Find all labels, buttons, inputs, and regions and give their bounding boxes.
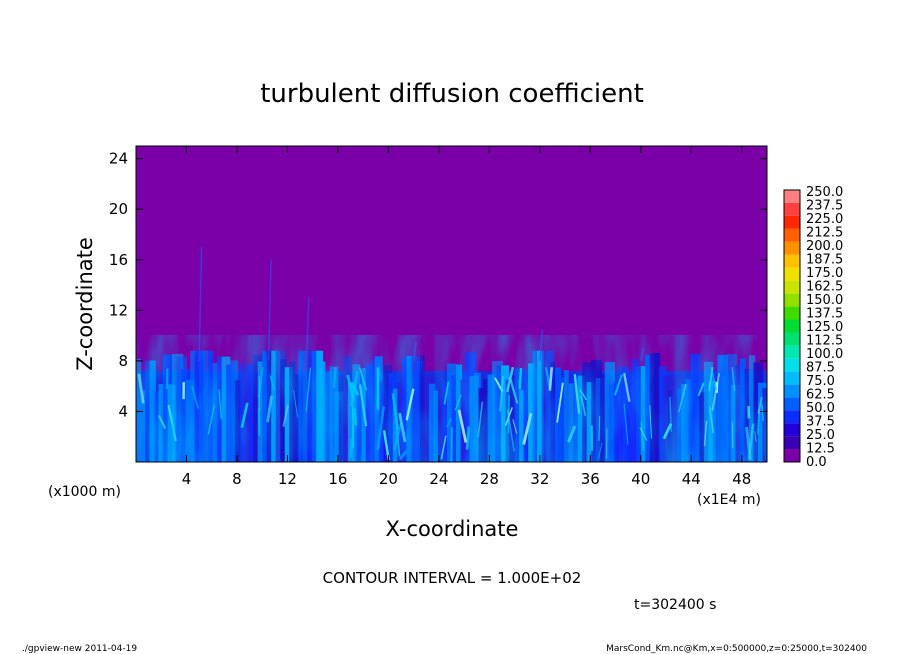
colorbar-label: 100.0 [806, 347, 843, 362]
colorbar-swatch [784, 358, 800, 372]
colorbar-swatch [784, 332, 800, 346]
colorbar-frame [783, 189, 801, 463]
colorbar-label: 175.0 [806, 266, 843, 281]
x-tick-label: 40 [631, 470, 650, 488]
colorbar-label: 237.5 [806, 199, 843, 214]
colorbar-swatch [784, 436, 800, 450]
colorbar-swatch [784, 423, 800, 437]
colorbar-label: 125.0 [806, 320, 843, 335]
x-tick-label: 36 [581, 470, 600, 488]
plot-frame [135, 145, 768, 463]
y-tick-label: 4 [118, 402, 128, 420]
x-axis-label: X-coordinate [386, 517, 519, 541]
colorbar-swatch [784, 280, 800, 294]
colorbar-label: 212.5 [806, 226, 843, 241]
colorbar-swatch [784, 319, 800, 333]
colorbar-swatch [784, 215, 800, 229]
colorbar-label: 75.0 [806, 374, 835, 389]
colorbar-label: 50.0 [806, 401, 835, 416]
colorbar-swatch [784, 228, 800, 242]
colorbar-label: 12.5 [806, 442, 835, 457]
colorbar-label: 225.0 [806, 212, 843, 227]
colorbar-label: 137.5 [806, 307, 843, 322]
colorbar-swatch [784, 410, 800, 424]
x-unit-left: (x1000 m) [48, 484, 121, 500]
x-tick-label: 24 [429, 470, 448, 488]
colorbar-swatch [784, 306, 800, 320]
heatmap-field [136, 146, 767, 462]
colorbar-label: 200.0 [806, 239, 843, 254]
colorbar-swatch [784, 267, 800, 281]
colorbar-label: 187.5 [806, 253, 843, 268]
footer-left: ./gpview-new 2011-04-19 [22, 644, 137, 654]
y-tick-label: 20 [109, 200, 128, 218]
colorbar-swatch [784, 202, 800, 216]
y-axis: 4 8 12 16 20 24 [109, 150, 767, 420]
colorbar-swatch [784, 293, 800, 307]
colorbar-swatch [784, 384, 800, 398]
colorbar: 0.012.525.037.550.062.575.087.5100.0112.… [783, 185, 843, 470]
colorbar-label: 162.5 [806, 280, 843, 295]
turbulence-texture [136, 335, 767, 462]
x-tick-label: 16 [328, 470, 347, 488]
x-tick-label: 20 [379, 470, 398, 488]
x-tick-label: 12 [278, 470, 297, 488]
x-tick-label: 48 [732, 470, 751, 488]
colorbar-label: 112.5 [806, 334, 843, 349]
colorbar-swatch [784, 190, 800, 203]
colorbar-swatch [784, 254, 800, 268]
colorbar-label: 62.5 [806, 388, 835, 403]
colorbar-swatch [784, 449, 800, 462]
x-tick-label: 32 [530, 470, 549, 488]
y-tick-label: 12 [109, 301, 128, 319]
x-tick-label: 4 [182, 470, 192, 488]
footer-right: MarsCond_Km.nc@Km,x=0:500000,z=0:25000,t… [606, 644, 867, 654]
colorbar-label: 87.5 [806, 361, 835, 376]
x-tick-label: 28 [480, 470, 499, 488]
x-unit-right: (x1E4 m) [697, 492, 761, 508]
y-tick-label: 24 [109, 150, 128, 168]
x-tick-label: 8 [232, 470, 242, 488]
colorbar-swatch [784, 397, 800, 411]
colorbar-swatch [784, 345, 800, 359]
y-tick-label: 16 [109, 251, 128, 269]
colorbar-label: 25.0 [806, 428, 835, 443]
colorbar-label: 37.5 [806, 415, 835, 430]
colorbar-swatch [784, 241, 800, 255]
colorbar-swatch [784, 371, 800, 385]
colorbar-label: 0.0 [806, 455, 827, 470]
x-axis: 4 8 12 16 20 24 28 32 36 40 44 48 [182, 146, 751, 488]
y-axis-label: Z-coordinate [73, 237, 97, 371]
contour-interval: CONTOUR INTERVAL = 1.000E+02 [323, 569, 582, 587]
x-tick-label: 44 [682, 470, 701, 488]
chart-title: turbulent diffusion coefficient [260, 79, 644, 109]
colorbar-label: 150.0 [806, 293, 843, 308]
time-label: t=302400 s [634, 597, 716, 613]
y-tick-label: 8 [118, 352, 128, 370]
colorbar-label: 250.0 [806, 185, 843, 200]
